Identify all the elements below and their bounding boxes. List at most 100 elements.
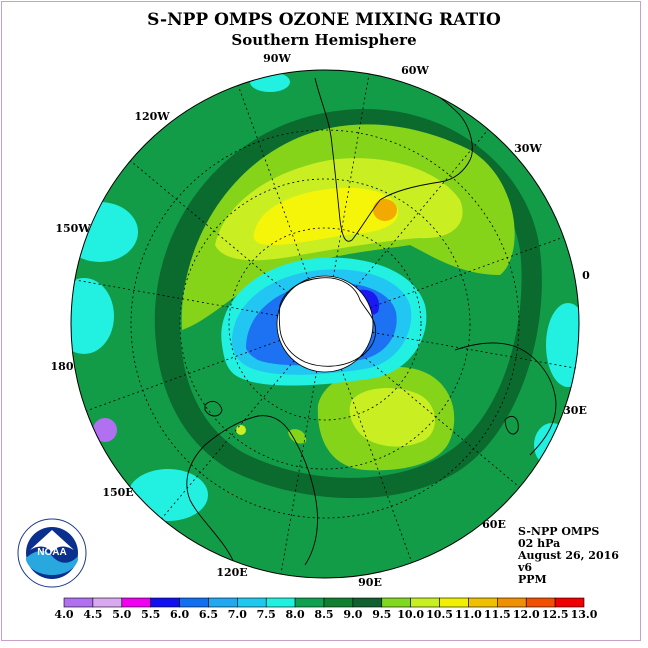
meridian-line — [361, 354, 520, 488]
info-date: August 26, 2016 — [518, 549, 619, 562]
coastline-madagascar — [504, 416, 519, 435]
colorbar: 4.0 4.5 5.0 5.5 6.0 6.5 7.0 7.5 8.0 8.5 9.0 9.5 10.0… — [54, 597, 598, 621]
meridian-line — [372, 331, 576, 369]
ozone-tiny-patch — [236, 425, 246, 435]
meridian-line — [280, 371, 318, 575]
info-units: PPM — [518, 573, 547, 586]
coastline-africa — [454, 342, 557, 456]
meridian-line — [86, 340, 281, 412]
lon-label-60w: 60W — [401, 64, 429, 77]
ozone-edge-blob — [250, 72, 290, 92]
colorbar-tick-label: 11.0 — [455, 608, 482, 621]
lon-label-60e: 60E — [482, 518, 506, 531]
colorbar-swatch — [497, 597, 527, 608]
meridian-line — [237, 85, 309, 280]
lon-label-120w: 120W — [134, 110, 170, 123]
figure-frame — [1, 1, 641, 641]
colorbar-swatch — [294, 597, 325, 608]
colorbar-swatch — [150, 597, 180, 608]
colorbar-tick-label: 13.0 — [571, 608, 598, 621]
meridian-line — [130, 160, 289, 294]
colorbar-tick-label: 10.0 — [397, 608, 424, 621]
colorbar-tick-label: 8.0 — [286, 608, 305, 621]
colorbar-tick-label: 7.0 — [228, 608, 247, 621]
colorbar-swatch — [92, 597, 123, 608]
map-title: S-NPP OMPS OZONE MIXING RATIO — [147, 10, 501, 30]
polar-no-data-outline — [276, 275, 374, 373]
coastline-australia — [186, 415, 318, 566]
lon-label-90e: 90E — [358, 576, 382, 589]
lon-label-180: 180 — [51, 360, 74, 373]
polar-no-data-circle — [277, 276, 373, 372]
coastline-new-zealand — [204, 400, 223, 417]
meridian-line — [161, 360, 295, 519]
map-boundary — [70, 69, 580, 579]
colorbar-swatch — [237, 597, 267, 608]
colorbar-tick-label: 10.5 — [426, 608, 453, 621]
meridian-lines — [74, 73, 576, 575]
coastline-antarctica — [278, 277, 377, 367]
ozone-lower-core — [349, 388, 436, 447]
noaa-logo-wave — [26, 550, 78, 575]
info-block: S-NPP OMPS 02 hPa August 26, 2016 v6 PPM — [518, 526, 619, 586]
colorbar-tick-label: 6.5 — [199, 608, 218, 621]
colorbar-swatch — [468, 597, 498, 608]
colorbar-swatch — [525, 597, 556, 608]
info-version: v6 — [518, 561, 533, 574]
colorbar-swatch — [410, 597, 440, 608]
colorbar-tick-label: 9.5 — [372, 608, 391, 621]
ozone-edge-blob — [546, 303, 579, 387]
latitude-circle — [130, 129, 520, 519]
ozone-edge-blob — [93, 418, 117, 442]
colorbar-swatch — [265, 597, 296, 608]
latitude-circle — [179, 178, 471, 470]
colorbar-swatch — [208, 597, 238, 608]
lon-label-150w: 150W — [55, 222, 91, 235]
colorbar-tick-label: 11.5 — [484, 608, 511, 621]
ozone-upper-max — [253, 187, 399, 245]
noaa-logo-bird — [30, 530, 74, 552]
lon-label-30w: 30W — [514, 142, 542, 155]
colorbar-swatch — [63, 597, 94, 608]
colorbar-swatch — [381, 597, 411, 608]
meridian-line — [332, 73, 370, 277]
ozone-field — [71, 70, 579, 578]
ozone-small-patch — [288, 429, 307, 444]
colorbar-tick-label: 5.0 — [112, 608, 131, 621]
colorbar-tick-label: 9.0 — [343, 608, 362, 621]
latitude-circle — [228, 227, 422, 421]
lon-label-30e: 30E — [563, 404, 587, 417]
colorbar-swatch — [323, 597, 354, 608]
ozone-edge-blob — [71, 278, 114, 354]
colorbar-swatch — [179, 597, 209, 608]
info-instrument: S-NPP OMPS — [518, 525, 600, 538]
colorbar-tick-label: 8.5 — [314, 608, 333, 621]
colorbar-tick-label: 7.5 — [257, 608, 276, 621]
colorbar-tick-label: 12.5 — [542, 608, 569, 621]
colorbar-swatch — [121, 597, 151, 608]
colorbar-tick-label: 4.0 — [54, 608, 73, 621]
noaa-logo: NOAA — [17, 518, 87, 588]
meridian-line — [341, 368, 413, 563]
colorbar-swatch — [352, 597, 383, 608]
lon-label-90w: 90W — [263, 52, 291, 65]
lon-label-150e: 150E — [102, 486, 133, 499]
colorbar-tick-label: 12.0 — [513, 608, 540, 621]
colorbar-tick-label: 6.0 — [170, 608, 189, 621]
colorbar-swatch — [439, 597, 469, 608]
colorbar-tick-label: 5.5 — [141, 608, 160, 621]
graticule — [74, 73, 576, 575]
ozone-edge-blob — [128, 469, 208, 521]
colorbar-swatch — [554, 597, 585, 608]
lon-label-120e: 120E — [216, 566, 247, 579]
map-subtitle: Southern Hemisphere — [231, 31, 417, 49]
noaa-logo-text: NOAA — [37, 547, 66, 558]
meridian-line — [74, 279, 278, 317]
meridian-line — [355, 129, 489, 288]
info-pressure: 02 hPa — [518, 537, 561, 550]
meridian-line — [369, 236, 564, 308]
ozone-upper-peak — [373, 199, 397, 221]
colorbar-tick-label: 4.5 — [83, 608, 102, 621]
lon-label-0: 0 — [582, 269, 590, 282]
